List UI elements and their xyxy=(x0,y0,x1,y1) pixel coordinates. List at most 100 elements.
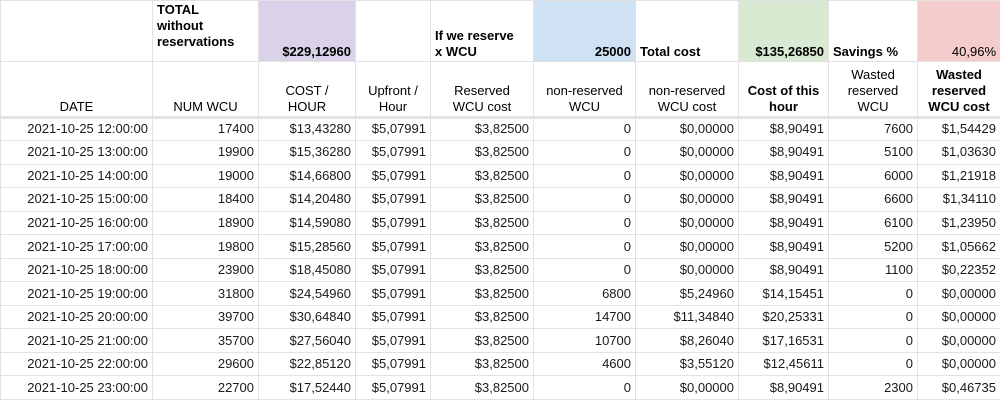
value-cell[interactable]: $8,26040 xyxy=(635,328,739,353)
value-cell[interactable]: $18,45080 xyxy=(258,257,356,283)
value-cell[interactable]: $17,16531 xyxy=(738,328,829,353)
value-cell[interactable]: $30,64840 xyxy=(258,304,356,330)
column-header-non-reserved-wcu-cost[interactable]: non-reserved WCU cost xyxy=(635,61,739,119)
value-cell[interactable]: $3,82500 xyxy=(430,140,534,165)
value-cell[interactable]: $5,07991 xyxy=(355,351,431,377)
cell-empty[interactable] xyxy=(355,0,431,63)
value-cell[interactable]: $5,07991 xyxy=(355,163,431,189)
value-cell[interactable]: 29600 xyxy=(152,351,259,377)
value-cell[interactable]: 31800 xyxy=(152,281,259,306)
value-cell[interactable]: 0 xyxy=(533,234,636,259)
value-cell[interactable]: $0,00000 xyxy=(635,210,739,236)
if-we-reserve-label[interactable]: If we reserve x WCU xyxy=(430,0,534,63)
value-cell[interactable]: $0,00000 xyxy=(635,116,739,142)
date-cell[interactable]: 2021-10-25 22:00:00 xyxy=(0,351,153,377)
value-cell[interactable]: $5,07991 xyxy=(355,375,431,400)
value-cell[interactable]: $0,00000 xyxy=(917,281,1000,306)
value-cell[interactable]: $0,00000 xyxy=(635,140,739,165)
total-cost-value[interactable]: $135,26850 xyxy=(738,0,829,63)
date-cell[interactable]: 2021-10-25 14:00:00 xyxy=(0,163,153,189)
value-cell[interactable]: $0,46735 xyxy=(917,375,1000,400)
value-cell[interactable]: 22700 xyxy=(152,375,259,400)
value-cell[interactable]: $5,24960 xyxy=(635,281,739,306)
value-cell[interactable]: $12,45611 xyxy=(738,351,829,377)
total-cost-label[interactable]: Total cost xyxy=(635,0,739,63)
value-cell[interactable]: 35700 xyxy=(152,328,259,353)
value-cell[interactable]: $14,66800 xyxy=(258,163,356,189)
value-cell[interactable]: 5100 xyxy=(828,140,918,165)
savings-percent-label[interactable]: Savings % xyxy=(828,0,918,63)
value-cell[interactable]: $0,22352 xyxy=(917,257,1000,283)
value-cell[interactable]: 0 xyxy=(533,140,636,165)
value-cell[interactable]: $0,00000 xyxy=(635,163,739,189)
value-cell[interactable]: 0 xyxy=(828,304,918,330)
value-cell[interactable]: $8,90491 xyxy=(738,163,829,189)
value-cell[interactable]: $3,82500 xyxy=(430,281,534,306)
value-cell[interactable]: $13,43280 xyxy=(258,116,356,142)
value-cell[interactable]: $3,82500 xyxy=(430,351,534,377)
value-cell[interactable]: 19000 xyxy=(152,163,259,189)
value-cell[interactable]: $17,52440 xyxy=(258,375,356,400)
value-cell[interactable]: $0,00000 xyxy=(635,257,739,283)
value-cell[interactable]: 17400 xyxy=(152,116,259,142)
value-cell[interactable]: $24,54960 xyxy=(258,281,356,306)
value-cell[interactable]: $20,25331 xyxy=(738,304,829,330)
value-cell[interactable]: 0 xyxy=(533,187,636,212)
value-cell[interactable]: $8,90491 xyxy=(738,210,829,236)
value-cell[interactable]: $3,82500 xyxy=(430,375,534,400)
total-without-reservations-value[interactable]: $229,12960 xyxy=(258,0,356,63)
date-cell[interactable]: 2021-10-25 19:00:00 xyxy=(0,281,153,306)
date-cell[interactable]: 2021-10-25 12:00:00 xyxy=(0,116,153,142)
column-header-date[interactable]: DATE xyxy=(0,61,153,119)
value-cell[interactable]: $3,55120 xyxy=(635,351,739,377)
value-cell[interactable]: 10700 xyxy=(533,328,636,353)
value-cell[interactable]: 6800 xyxy=(533,281,636,306)
value-cell[interactable]: 0 xyxy=(533,163,636,189)
column-header-reserved-wcu-cost[interactable]: Reserved WCU cost xyxy=(430,61,534,119)
cell-empty[interactable] xyxy=(0,0,153,63)
reserved-wcu-input-value[interactable]: 25000 xyxy=(533,0,636,63)
value-cell[interactable]: 5200 xyxy=(828,234,918,259)
date-cell[interactable]: 2021-10-25 17:00:00 xyxy=(0,234,153,259)
column-header-cost-of-this-hour[interactable]: Cost of this hour xyxy=(738,61,829,119)
value-cell[interactable]: 2300 xyxy=(828,375,918,400)
value-cell[interactable]: $3,82500 xyxy=(430,234,534,259)
value-cell[interactable]: $8,90491 xyxy=(738,140,829,165)
column-header-non-reserved-wcu[interactable]: non-reserved WCU xyxy=(533,61,636,119)
value-cell[interactable]: 0 xyxy=(828,281,918,306)
value-cell[interactable]: $0,00000 xyxy=(635,375,739,400)
value-cell[interactable]: $27,56040 xyxy=(258,328,356,353)
value-cell[interactable]: $5,07991 xyxy=(355,187,431,212)
value-cell[interactable]: $5,07991 xyxy=(355,140,431,165)
column-header-num-wcu[interactable]: NUM WCU xyxy=(152,61,259,119)
value-cell[interactable]: $0,00000 xyxy=(635,234,739,259)
value-cell[interactable]: $5,07991 xyxy=(355,234,431,259)
date-cell[interactable]: 2021-10-25 20:00:00 xyxy=(0,304,153,330)
value-cell[interactable]: $3,82500 xyxy=(430,116,534,142)
value-cell[interactable]: $11,34840 xyxy=(635,304,739,330)
value-cell[interactable]: 18900 xyxy=(152,210,259,236)
value-cell[interactable]: $5,07991 xyxy=(355,281,431,306)
value-cell[interactable]: $14,59080 xyxy=(258,210,356,236)
value-cell[interactable]: $5,07991 xyxy=(355,210,431,236)
value-cell[interactable]: 19900 xyxy=(152,140,259,165)
value-cell[interactable]: 14700 xyxy=(533,304,636,330)
value-cell[interactable]: 0 xyxy=(828,328,918,353)
value-cell[interactable]: 1100 xyxy=(828,257,918,283)
value-cell[interactable]: $14,15451 xyxy=(738,281,829,306)
value-cell[interactable]: $1,21918 xyxy=(917,163,1000,189)
value-cell[interactable]: $5,07991 xyxy=(355,328,431,353)
date-cell[interactable]: 2021-10-25 16:00:00 xyxy=(0,210,153,236)
value-cell[interactable]: $1,34110 xyxy=(917,187,1000,212)
value-cell[interactable]: $3,82500 xyxy=(430,328,534,353)
value-cell[interactable]: $0,00000 xyxy=(917,328,1000,353)
total-without-reservations-label[interactable]: TOTAL without reservations xyxy=(152,0,259,63)
date-cell[interactable]: 2021-10-25 21:00:00 xyxy=(0,328,153,353)
value-cell[interactable]: 7600 xyxy=(828,116,918,142)
date-cell[interactable]: 2021-10-25 23:00:00 xyxy=(0,375,153,400)
value-cell[interactable]: 6600 xyxy=(828,187,918,212)
value-cell[interactable]: 18400 xyxy=(152,187,259,212)
value-cell[interactable]: $0,00000 xyxy=(917,304,1000,330)
value-cell[interactable]: $1,23950 xyxy=(917,210,1000,236)
value-cell[interactable]: $15,36280 xyxy=(258,140,356,165)
